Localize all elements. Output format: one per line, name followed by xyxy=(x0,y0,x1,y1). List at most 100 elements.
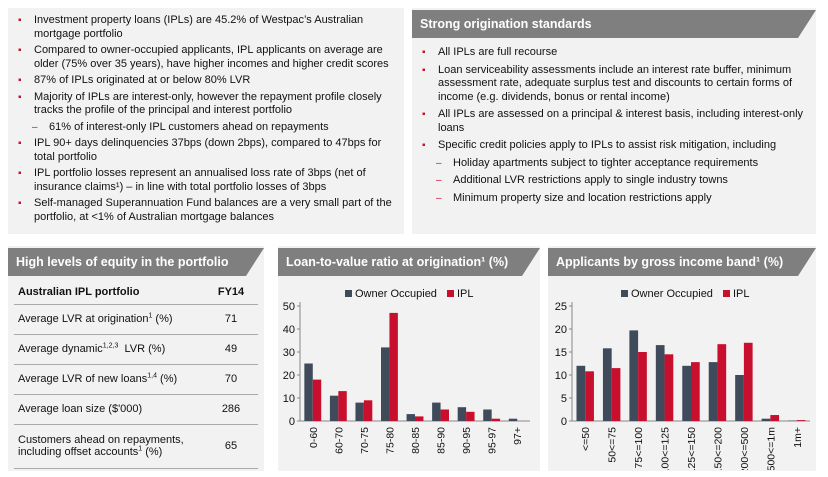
equity-row-label: Customers ahead on repayments, including… xyxy=(14,424,204,469)
y-tick-label: 10 xyxy=(555,370,567,382)
equity-header-tip xyxy=(246,248,264,276)
equity-table-header: Australian IPL portfolio FY14 xyxy=(14,280,258,305)
bar-owner-occupied xyxy=(508,418,518,421)
x-tick-label: 500<=1m xyxy=(765,427,777,470)
x-tick-label: 1m+ xyxy=(792,427,804,448)
bar-owner-occupied xyxy=(355,402,364,421)
x-tick-label: 150<=200 xyxy=(712,427,724,470)
bar-ipl xyxy=(363,400,373,421)
equity-table-row: Average LVR at origination1 (%) 71 xyxy=(14,304,258,335)
legend-swatch xyxy=(723,290,730,297)
bullet-item: ▪ Compared to owner-occupied applicants, … xyxy=(16,44,396,71)
bar-ipl xyxy=(717,344,727,421)
bar-owner-occupied xyxy=(483,409,492,421)
square-bullet-icon: ▪ xyxy=(18,168,22,179)
origination-header-tip xyxy=(798,10,816,38)
equity-label-unit: (%) xyxy=(152,313,173,325)
x-tick-label: <=50 xyxy=(580,427,592,451)
bullet-item: ▪ Specific credit policies apply to IPLs … xyxy=(420,139,810,153)
bar-ipl xyxy=(585,371,594,421)
bullet-item: ▪ 87% of IPLs originated at or below 80% … xyxy=(16,74,396,88)
equity-table-row: Customers ahead on repayments, including… xyxy=(14,424,258,469)
dash-marker: – xyxy=(32,121,38,133)
equity-table-row: Average dynamic1,2,3 LVR (%) 49 xyxy=(14,334,258,365)
y-tick-label: 50 xyxy=(283,301,295,313)
square-bullet-icon: ▪ xyxy=(18,138,22,149)
bullet-item: ▪ Self-managed Superannuation Fund balanc… xyxy=(16,197,396,224)
square-bullet-icon: ▪ xyxy=(422,47,426,58)
bullet-text: All IPLs are assessed on a principal & i… xyxy=(438,108,804,134)
bar-owner-occupied xyxy=(381,347,390,421)
x-tick-label: 125<=150 xyxy=(686,427,698,470)
square-bullet-icon: ▪ xyxy=(422,140,426,151)
bullet-item: ▪ Investment property loans (IPLs) are 45… xyxy=(16,14,396,41)
bullet-text: Loan serviceability assessments include … xyxy=(438,63,793,103)
legend-label: IPL xyxy=(733,288,750,300)
dash-marker: – xyxy=(436,157,442,169)
origination-bullets: ▪ All IPLs are full recourse ▪ Loan service… xyxy=(420,46,810,209)
equity-label-text: Customers ahead on repayments, including… xyxy=(18,434,184,458)
y-tick-label: 20 xyxy=(555,324,567,336)
equity-table-row: Average loan size ($'000) 286 xyxy=(14,394,258,425)
bar-owner-occupied xyxy=(406,414,415,421)
x-tick-label: 200<=500 xyxy=(739,427,751,470)
bar-ipl xyxy=(491,418,501,421)
footnote-ref: 1 xyxy=(148,312,153,320)
ipl-overview-bullets: ▪ Investment property loans (IPLs) are 45… xyxy=(16,14,396,224)
equity-row-value: 71 xyxy=(204,304,258,335)
equity-label-text: Average LVR at origination xyxy=(18,313,149,325)
legend-swatch xyxy=(447,290,454,297)
x-tick-label: 80-85 xyxy=(410,427,422,454)
bullet-text: Self-managed Superannuation Fund balance… xyxy=(34,197,392,223)
equity-row-label: Average dynamic1,2,3 LVR (%) xyxy=(14,334,204,365)
legend-swatch xyxy=(621,290,628,297)
equity-label-unit: (%) xyxy=(156,373,178,385)
y-tick-label: 15 xyxy=(555,347,567,359)
bar-owner-occupied xyxy=(682,365,691,421)
bar-owner-occupied xyxy=(761,418,771,421)
bar-owner-occupied xyxy=(329,395,339,421)
bar-ipl xyxy=(770,415,780,421)
legend-label: Owner Occupied xyxy=(355,288,437,300)
equity-header: High levels of equity in the portfolio xyxy=(8,248,246,276)
y-tick-label: 20 xyxy=(283,370,295,382)
bullet-text: Minimum property size and location restr… xyxy=(453,191,712,204)
footnote-ref: 1,4 xyxy=(147,372,157,380)
bar-ipl xyxy=(691,362,700,421)
y-tick-label: 5 xyxy=(561,393,567,405)
ipl-overview-panel: ▪ Investment property loans (IPLs) are 45… xyxy=(8,8,404,234)
sub-bullet-item: – Minimum property size and location rest… xyxy=(420,192,810,206)
equity-row-value: 65 xyxy=(204,424,258,469)
equity-label-text: Average LVR of new loans xyxy=(18,373,148,385)
income-chart-header: Applicants by gross income band¹ (%) xyxy=(548,248,798,276)
bullet-item: ▪ All IPLs are assessed on a principal & … xyxy=(420,108,810,135)
y-tick-label: 25 xyxy=(555,301,567,313)
equity-row-label: Average loan size ($'000) xyxy=(14,394,204,425)
bullet-text: Specific credit policies apply to IPLs t… xyxy=(438,139,777,151)
bullet-text: IPL portfolio losses represent an annual… xyxy=(34,167,366,193)
y-tick-label: 30 xyxy=(283,347,295,359)
bar-ipl xyxy=(796,420,806,421)
origination-header: Strong origination standards xyxy=(412,10,798,38)
equity-label-text: Average loan size ($'000) xyxy=(18,403,143,415)
dash-marker: – xyxy=(436,175,442,186)
bar-ipl xyxy=(466,411,475,421)
x-tick-label: 75<=100 xyxy=(633,427,645,469)
square-bullet-icon: ▪ xyxy=(18,15,22,26)
bar-owner-occupied xyxy=(735,375,744,421)
square-bullet-icon: ▪ xyxy=(18,198,22,209)
equity-row-label: Average LVR at origination1 (%) xyxy=(14,304,204,335)
bar-ipl xyxy=(664,354,674,421)
equity-row-value: 70 xyxy=(204,364,258,395)
income-chart-panel xyxy=(548,246,816,471)
bar-ipl xyxy=(338,391,347,421)
sub-bullet-item: – Additional LVR restrictions apply to si… xyxy=(420,174,810,188)
income-chart-header-tip xyxy=(798,248,816,276)
sub-bullet-item: – Holiday apartments subject to tighter a… xyxy=(420,157,810,171)
y-tick-label: 0 xyxy=(561,416,567,428)
bullet-item: ▪ Majority of IPLs are interest-only, how… xyxy=(16,91,396,118)
square-bullet-icon: ▪ xyxy=(422,64,426,76)
bullet-text: 61% of interest-only IPL customers ahead… xyxy=(49,120,329,133)
bar-owner-occupied xyxy=(629,330,639,421)
legend-label: Owner Occupied xyxy=(631,288,713,300)
